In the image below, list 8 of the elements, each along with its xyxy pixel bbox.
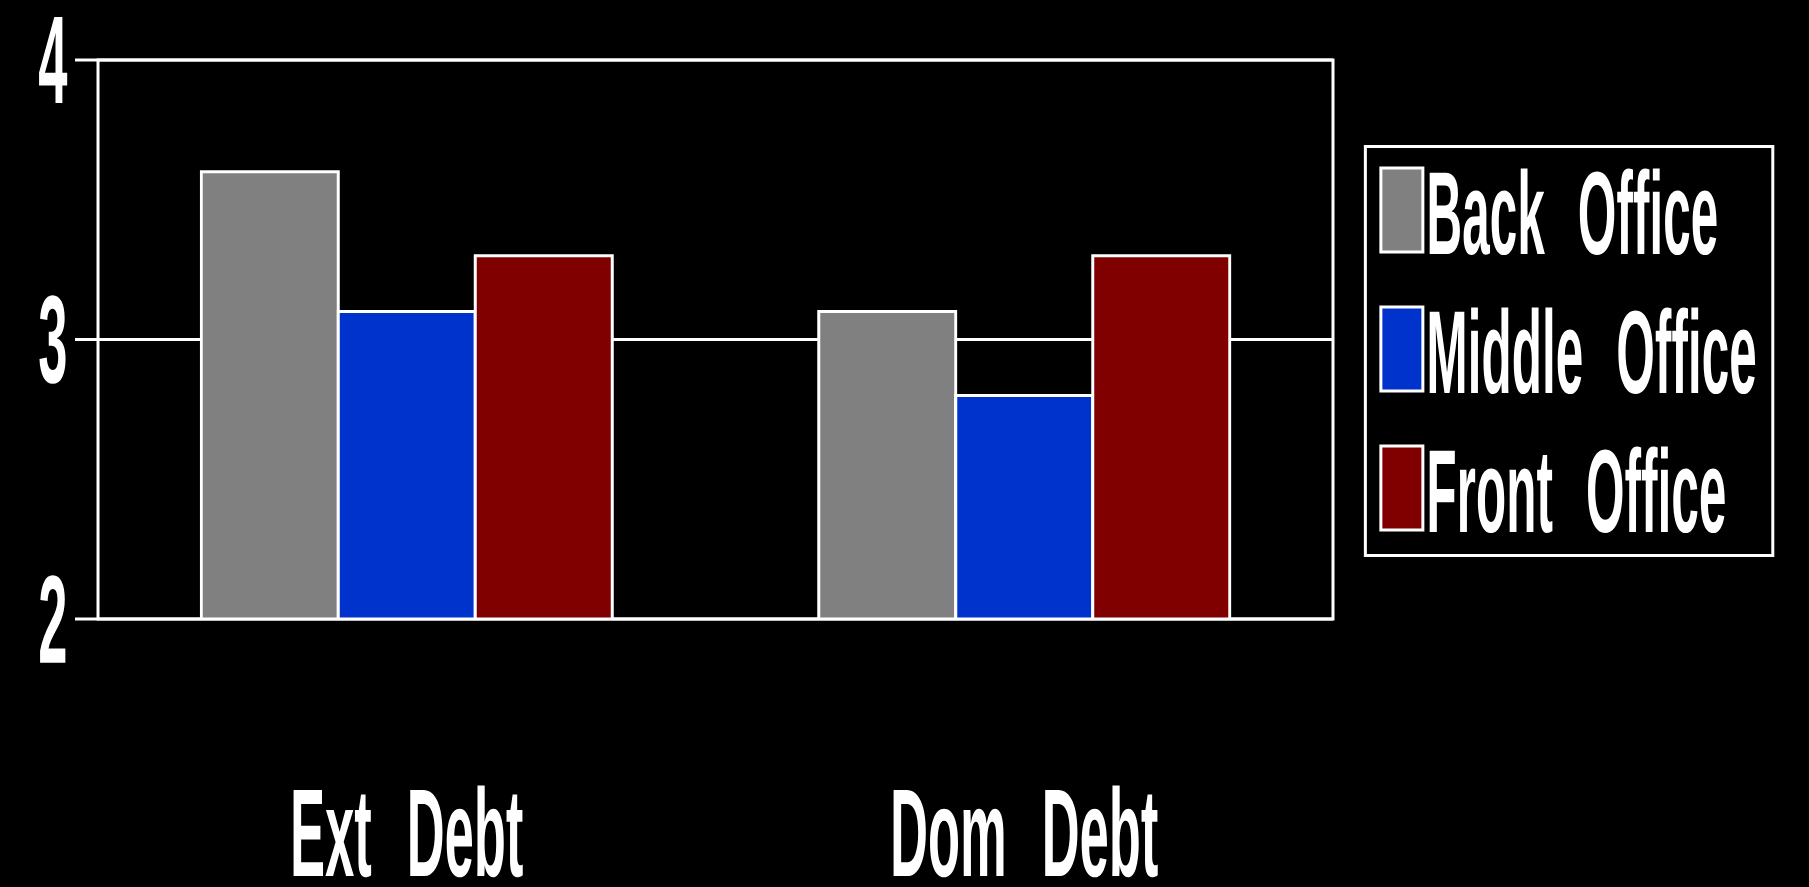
x-tick-label: Dom Debt xyxy=(893,785,1158,878)
legend-label: Front Office xyxy=(1429,446,1725,534)
legend-label: Back Office xyxy=(1429,168,1717,256)
y-tick-label: 4 xyxy=(39,17,68,103)
y-tick-label: 3 xyxy=(39,295,66,384)
y-tick-label: 2 xyxy=(40,575,66,663)
x-tick-label: Ext Debt xyxy=(293,785,523,878)
legend-label: Middle Office xyxy=(1429,307,1756,395)
